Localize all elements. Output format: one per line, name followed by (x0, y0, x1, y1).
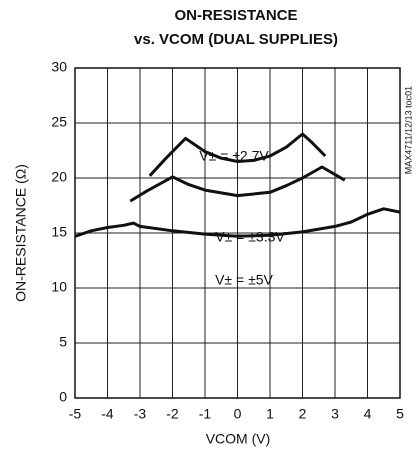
x-tick-label: -2 (166, 406, 179, 422)
side-note: MAX4711/12/13 toc01 (403, 86, 413, 174)
chart-title: vs. VCOM (DUAL SUPPLIES) (134, 31, 338, 48)
x-tick-label: 0 (234, 406, 242, 422)
x-tick-label: 2 (299, 406, 307, 422)
x-tick-label: 1 (266, 406, 274, 422)
y-tick-label: 25 (51, 114, 67, 130)
line-series (148, 132, 327, 177)
x-tick-label: -4 (101, 406, 114, 422)
y-tick-label: 15 (51, 224, 67, 240)
y-axis-label: ON-RESISTANCE (Ω) (13, 164, 29, 302)
line-series (129, 165, 346, 203)
x-tick-label: 5 (396, 406, 404, 422)
chart-title: ON-RESISTANCE (174, 7, 297, 24)
series-annotation: V± = ±3.3V (215, 229, 285, 245)
y-tick-label: 30 (51, 59, 67, 75)
x-tick-label: 3 (331, 406, 339, 422)
series-annotation: V± = ±5V (215, 272, 273, 288)
x-tick-label: -3 (134, 406, 147, 422)
y-tick-label: 0 (59, 389, 67, 405)
x-tick-label: 4 (364, 406, 372, 422)
x-axis-label: VCOM (V) (206, 431, 271, 447)
series-annotation: V± = ±2.7V (199, 148, 269, 164)
x-tick-label: -1 (199, 406, 212, 422)
y-tick-label: 5 (59, 334, 67, 350)
y-tick-label: 10 (51, 279, 67, 295)
y-tick-label: 20 (51, 169, 67, 185)
x-tick-label: -5 (69, 406, 82, 422)
plot-frame (74, 67, 401, 399)
line-series (74, 207, 401, 238)
